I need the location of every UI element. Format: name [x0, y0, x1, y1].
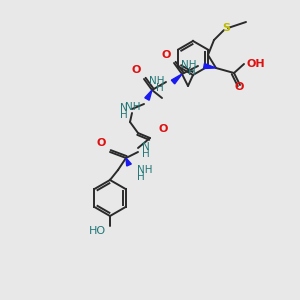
Text: H: H	[120, 110, 128, 120]
Text: O: O	[158, 124, 168, 134]
Text: NH: NH	[148, 76, 164, 86]
Polygon shape	[204, 64, 216, 68]
Polygon shape	[126, 158, 131, 166]
Text: O: O	[234, 82, 244, 92]
Text: H: H	[156, 83, 164, 93]
Text: NH: NH	[181, 60, 196, 70]
Text: OH: OH	[247, 59, 265, 69]
Text: O: O	[96, 138, 106, 148]
Text: O: O	[161, 50, 171, 60]
Text: HO: HO	[89, 226, 106, 236]
Text: H: H	[188, 67, 196, 77]
Text: N: N	[120, 103, 128, 113]
Text: O: O	[131, 65, 141, 75]
Polygon shape	[171, 74, 182, 84]
Text: N: N	[142, 142, 150, 152]
Text: H: H	[142, 149, 150, 159]
Text: H: H	[137, 172, 145, 182]
Polygon shape	[145, 90, 152, 100]
Text: NH: NH	[125, 102, 141, 112]
Text: NH: NH	[137, 165, 152, 175]
Text: S: S	[222, 23, 230, 33]
